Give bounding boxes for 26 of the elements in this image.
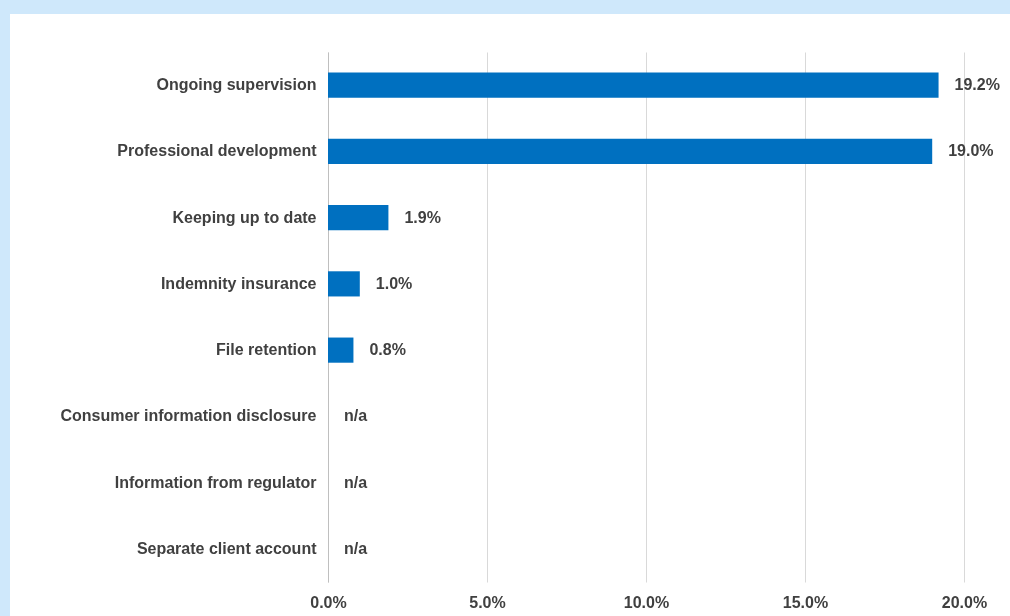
y-tick-label: File retention <box>216 341 317 359</box>
bar <box>328 138 933 164</box>
data-label: 1.0% <box>375 274 413 292</box>
data-label: 19.2% <box>954 76 1000 94</box>
text: n/a <box>344 473 368 491</box>
y-tick-label: Ongoing supervision <box>156 76 317 94</box>
y-tick-label: Indemnity insurance <box>160 274 317 292</box>
y-tick-label: Information from regulator <box>114 473 317 491</box>
data-label: 0.8% <box>369 341 406 359</box>
x-tick-label: 0.0% <box>310 593 347 611</box>
x-tick-label: 5.0% <box>469 593 506 611</box>
data-label: 19.0% <box>948 142 994 160</box>
bar <box>328 72 939 98</box>
bar <box>328 337 354 363</box>
y-tick-label: Keeping up to date <box>172 208 317 226</box>
text: n/a <box>344 539 368 557</box>
data-label: 1.9% <box>404 208 441 226</box>
x-tick-label: 20.0% <box>941 593 988 611</box>
text: n/a <box>344 407 368 425</box>
bar <box>328 271 360 297</box>
x-tick-label: 10.0% <box>623 593 670 611</box>
y-tick-label: Separate client account <box>136 539 318 557</box>
y-tick-label: Consumer information disclosure <box>60 407 317 425</box>
y-tick-label: Professional development <box>117 142 318 160</box>
x-tick-label: 15.0% <box>782 593 829 611</box>
bar <box>328 205 389 231</box>
